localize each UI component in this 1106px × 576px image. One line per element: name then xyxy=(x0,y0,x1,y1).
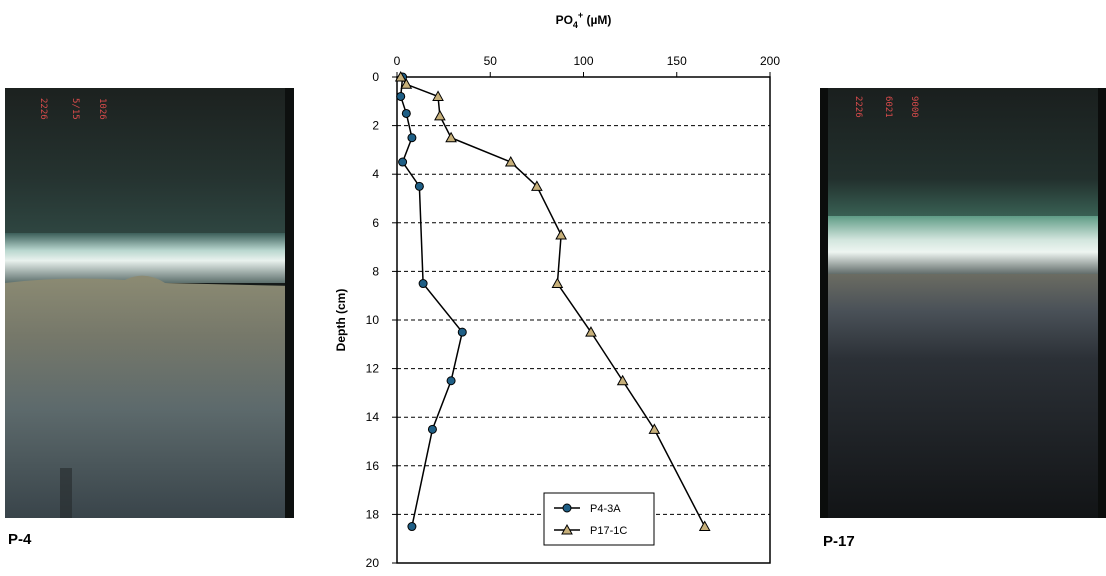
svg-text:6021: 6021 xyxy=(883,96,893,118)
data-point-p4-3a xyxy=(407,522,417,532)
x-tick-label: 200 xyxy=(760,54,780,68)
data-point-p17-1c xyxy=(698,520,711,532)
y-tick-label: 10 xyxy=(366,313,380,327)
legend-items: P4-3A P17-1C xyxy=(554,503,627,537)
core-photo-p17: 2226 6021 9000 xyxy=(820,88,1106,518)
data-point-p4-3a xyxy=(446,376,456,386)
x-tick-label: 100 xyxy=(573,54,593,68)
data-point-p17-1c xyxy=(585,326,597,337)
data-point-p17-1c xyxy=(432,90,444,101)
x-axis-title-sup: + xyxy=(578,10,583,20)
x-axis-ticks: 0 50 100 150 200 xyxy=(394,54,780,77)
data-point-p17-1c xyxy=(616,374,629,386)
x-tick-label: 50 xyxy=(484,54,498,68)
series-line-p4-3a xyxy=(399,76,464,527)
data-point-p17-1c xyxy=(551,277,564,289)
data-point-p17-1c xyxy=(648,423,661,434)
data-point-p4-3a xyxy=(418,279,428,289)
data-point-p17-1c xyxy=(555,228,567,240)
x-axis-title-sub: 4 xyxy=(573,20,578,30)
legend-label: P4-3A xyxy=(590,503,621,515)
series-p17-1c xyxy=(394,70,711,532)
data-point-p4-3a xyxy=(396,91,406,101)
x-tick-label: 150 xyxy=(667,54,687,68)
data-point-p4-3a xyxy=(457,327,467,337)
data-point-p17-1c xyxy=(394,70,407,82)
data-series xyxy=(394,70,711,532)
data-point-p17-1c xyxy=(504,156,517,167)
y-tick-label: 14 xyxy=(366,410,380,424)
core-photo-p4: 2226 5/15 1026 xyxy=(5,88,294,518)
y-tick-label: 4 xyxy=(372,167,379,181)
y-tick-label: 6 xyxy=(372,216,379,230)
data-point-p17-1c xyxy=(400,78,413,89)
x-axis-title: PO4+ (µM) xyxy=(556,10,612,30)
core-photo-p4-image: 2226 5/15 1026 xyxy=(5,88,294,518)
y-tick-label: 18 xyxy=(366,507,380,521)
x-axis-title-main: PO xyxy=(556,13,573,27)
legend-box xyxy=(543,492,655,546)
core-label-p4: P-4 xyxy=(8,531,32,548)
series-p4-3a xyxy=(396,72,467,532)
series-line-p17-1c xyxy=(400,76,706,527)
data-point-p4-3a xyxy=(401,108,411,118)
y-axis-ticks: 0 2 4 6 8 10 12 14 16 18 20 xyxy=(366,70,397,570)
svg-text:1026: 1026 xyxy=(97,98,107,120)
legend-marker xyxy=(562,503,572,513)
gridlines xyxy=(397,125,770,515)
y-tick-label: 16 xyxy=(366,459,380,473)
svg-text:5/15: 5/15 xyxy=(70,98,80,120)
data-point-p4-3a xyxy=(407,133,417,143)
y-axis-title: Depth (cm) xyxy=(334,289,348,352)
x-axis-title-unit: (µM) xyxy=(583,13,611,27)
y-tick-label: 2 xyxy=(372,119,379,133)
x-tick-label: 0 xyxy=(394,54,401,68)
core-label-p17: P-17 xyxy=(823,533,855,550)
y-tick-label: 20 xyxy=(366,556,380,570)
data-point-p4-3a xyxy=(414,181,424,191)
data-point-p17-1c xyxy=(531,180,543,191)
data-point-p4-3a xyxy=(398,157,408,167)
legend-marker xyxy=(561,523,573,535)
y-tick-label: 0 xyxy=(372,70,379,84)
legend: P4-3A P17-1C xyxy=(543,492,655,546)
legend-label: P17-1C xyxy=(590,525,627,537)
svg-text:2226: 2226 xyxy=(38,98,48,120)
svg-text:9000: 9000 xyxy=(909,96,919,118)
data-point-p4-3a xyxy=(427,424,437,434)
data-point-p17-1c xyxy=(434,109,446,121)
y-tick-label: 12 xyxy=(366,362,380,376)
data-point-p17-1c xyxy=(445,131,457,143)
core-photo-p17-image: 2226 6021 9000 xyxy=(820,88,1106,518)
y-tick-label: 8 xyxy=(372,264,379,278)
svg-text:2226: 2226 xyxy=(853,96,863,118)
